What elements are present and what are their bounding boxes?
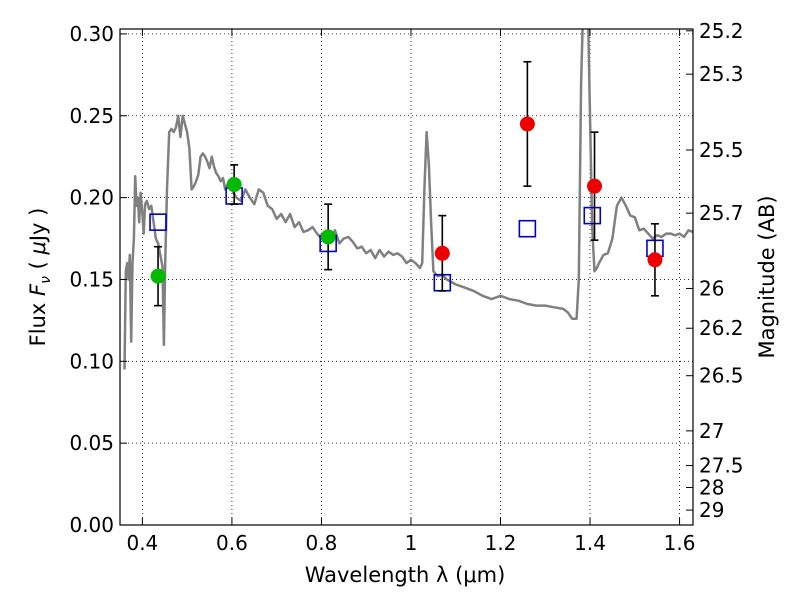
magnitude-tick-label: 25.2 (699, 19, 744, 43)
x-tick-label: 1 (405, 531, 418, 555)
magnitude-tick-label: 27 (699, 419, 724, 443)
x-tick-label: 0.6 (216, 531, 248, 555)
model-photometry-box (583, 206, 602, 225)
magnitude-tick-label: 29 (699, 498, 724, 522)
sed-model-layer (123, 29, 693, 370)
magnitude-tick-label: 26 (699, 276, 724, 300)
y-label-unit: Jy (26, 223, 50, 244)
x-tick-label: 1.2 (485, 531, 517, 555)
y-tick-label: 0.30 (69, 22, 114, 46)
model-photometry-box (149, 213, 167, 231)
y-label-symbol: F (26, 283, 50, 296)
red-data-point (587, 178, 603, 194)
red-data-point (434, 245, 450, 261)
y-tick-label: 0.15 (69, 267, 114, 291)
x-axis-label: Wavelength λ (μm) (305, 563, 506, 587)
red-data-point (519, 116, 535, 132)
green-data-point (320, 229, 336, 245)
x-tick-label: 1.6 (664, 531, 696, 555)
magnitude-tick-label: 26.5 (699, 364, 744, 388)
red-data-point (647, 252, 663, 268)
y-tick-label: 0.25 (69, 104, 114, 128)
y-label-subscript: ν (38, 276, 54, 284)
y-label-prefix: Flux (26, 296, 50, 346)
green-data-point (226, 177, 242, 193)
y-tick-label: 0.20 (69, 186, 114, 210)
x-tick-label: 0.4 (126, 531, 158, 555)
axis-ticks: 0.4 0.6 0.8 1 1.2 1.4 1.6 0.00 0.05 0.10 0.15 0.20 0… (69, 19, 743, 555)
y-tick-label: 0.05 (69, 431, 114, 455)
magnitude-tick-label: 28 (699, 476, 724, 500)
magnitude-tick-label: 26.2 (699, 316, 744, 340)
y-axis-label-right: Magnitude (AB) (755, 195, 779, 358)
y-axis-label-left: Flux Fν ( μJy ) (26, 208, 54, 347)
magnitude-tick-label: 25.5 (699, 138, 744, 162)
y-label-open: ( (26, 255, 50, 277)
grid (120, 29, 693, 526)
sed-model-curve (123, 29, 693, 370)
magnitude-tick-label: 25.3 (699, 62, 744, 86)
y-tick-label: 0.00 (69, 513, 114, 537)
y-label-mu: μ (26, 241, 50, 255)
x-tick-label: 1.4 (574, 531, 606, 555)
y-label-close: ) (26, 208, 50, 223)
green-data-point (150, 268, 166, 284)
magnitude-tick-label: 27.5 (699, 454, 744, 478)
plot-frame (119, 28, 694, 526)
magnitude-tick-label: 25.7 (699, 201, 744, 225)
data-points-layer (149, 60, 664, 307)
model-photometry-box (518, 219, 537, 238)
y-tick-label: 0.10 (69, 349, 114, 373)
x-tick-label: 0.8 (306, 531, 338, 555)
